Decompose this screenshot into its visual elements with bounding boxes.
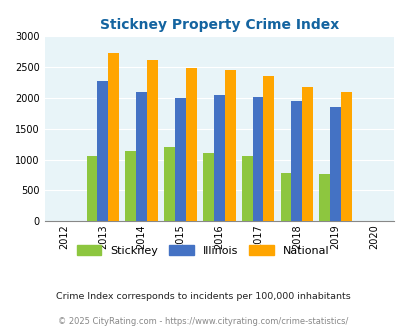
Bar <box>241 156 252 221</box>
Bar <box>97 81 108 221</box>
Bar <box>86 156 97 221</box>
Text: Crime Index corresponds to incidents per 100,000 inhabitants: Crime Index corresponds to incidents per… <box>55 292 350 301</box>
Bar <box>175 98 185 221</box>
Bar <box>147 60 158 221</box>
Bar <box>136 92 147 221</box>
Bar <box>224 70 235 221</box>
Bar <box>263 76 274 221</box>
Bar <box>252 97 263 221</box>
Bar <box>291 101 301 221</box>
Bar <box>164 147 175 221</box>
Bar <box>108 53 119 221</box>
Bar <box>280 173 291 221</box>
Title: Stickney Property Crime Index: Stickney Property Crime Index <box>99 18 338 32</box>
Bar <box>213 94 224 221</box>
Bar <box>125 151 136 221</box>
Bar <box>301 86 312 221</box>
Text: © 2025 CityRating.com - https://www.cityrating.com/crime-statistics/: © 2025 CityRating.com - https://www.city… <box>58 317 347 326</box>
Legend: Stickney, Illinois, National: Stickney, Illinois, National <box>72 241 333 260</box>
Bar <box>319 174 329 221</box>
Bar <box>340 92 351 221</box>
Bar <box>202 153 213 221</box>
Bar <box>185 68 196 221</box>
Bar <box>329 107 340 221</box>
